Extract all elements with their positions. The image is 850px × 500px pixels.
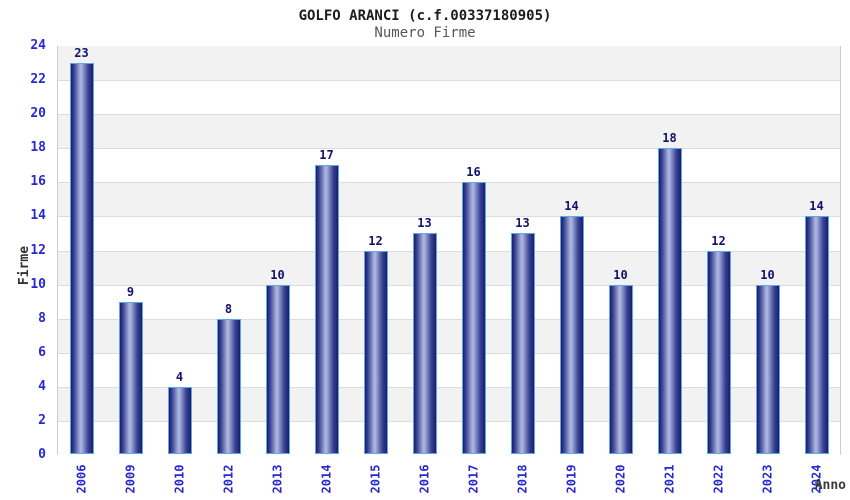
y-tick-label: 20 [30,106,46,122]
x-tick-label: 2023 [760,464,775,494]
bar-2023 [755,284,780,454]
gridline [58,114,840,115]
y-tick-label: 16 [30,174,46,190]
bar-2016 [412,233,437,454]
y-tick-label: 24 [30,38,46,53]
chart-subtitle: Numero Firme [374,25,476,41]
bar-value-label: 13 [515,216,530,231]
bar-value-label: 8 [224,301,233,316]
x-tick-label: 2013 [270,464,285,494]
x-tick-label: 2010 [172,464,187,494]
gridline [58,353,840,354]
bar-value-label: 10 [270,267,285,282]
y-tick-label: 18 [30,140,46,156]
x-tick-label: 2017 [466,464,481,494]
x-tick-label: 2021 [662,464,677,494]
bar-2012 [216,318,241,454]
x-tick-label: 2019 [564,464,579,494]
bar-value-label: 16 [466,165,481,180]
y-tick-label: 12 [30,242,46,258]
y-tick-label: 6 [38,344,46,360]
y-axis-title: Firme [17,236,33,296]
bar-2019 [559,216,584,454]
grid-band [58,182,840,217]
y-tick-label: 10 [30,276,46,292]
x-axis-title: Anno [814,478,846,493]
bar-2024 [804,216,829,454]
bar-2013 [265,284,290,454]
gridline [58,421,840,422]
grid-band [58,216,840,251]
bar-2021 [657,148,682,454]
gridline [58,182,840,183]
y-tick-label: 22 [30,72,46,88]
x-tick-label: 2006 [74,464,89,494]
gridline [58,148,840,149]
bar-value-label: 13 [417,216,432,231]
y-tick-label: 8 [38,310,46,326]
y-tick-label: 0 [38,447,46,462]
x-tick-label: 2016 [417,464,432,494]
x-tick-label: 2020 [613,464,628,494]
bar-value-label: 10 [613,267,628,282]
bar-value-label: 14 [564,199,579,214]
y-axis-title-label: Firme [17,245,33,286]
bar-value-label: 18 [662,131,677,146]
gridline [58,387,840,388]
x-tick-label: 2014 [319,464,334,494]
gridline [58,319,840,320]
x-tick-label: 2022 [711,464,726,494]
bar-value-label: 10 [760,267,775,282]
bar-2018 [510,233,535,454]
bar-2006 [69,63,94,454]
bar-2009 [118,301,143,454]
x-tick-label: 2015 [368,464,383,494]
bar-2017 [461,182,486,454]
bar-2022 [706,250,731,454]
y-tick-label: 14 [30,208,46,224]
gridline [58,251,840,252]
gridline [58,285,840,286]
y-tick-label: 2 [38,412,46,428]
bar-2020 [608,284,633,454]
x-tick-label: 2018 [515,464,530,494]
chart-title: GOLFO ARANCI (c.f.00337180905) [298,8,552,24]
bar-value-label: 17 [319,148,334,163]
bar-value-label: 4 [175,369,184,384]
grid-band [58,114,840,149]
bar-value-label: 23 [74,46,89,61]
y-tick-label: 4 [38,378,46,394]
grid-band [58,46,840,81]
grid-band [58,148,840,183]
bar-2010 [167,386,192,454]
bar-value-label: 12 [368,233,383,248]
gridline [58,80,840,81]
bar-value-label: 12 [711,233,726,248]
grid-band [58,80,840,115]
bar-value-label: 9 [126,284,135,299]
x-tick-label: 2012 [221,464,236,494]
bar-2015 [363,250,388,454]
bar-value-label: 14 [809,199,824,214]
bar-2014 [314,165,339,454]
x-tick-label: 2009 [123,464,138,494]
gridline [58,216,840,217]
